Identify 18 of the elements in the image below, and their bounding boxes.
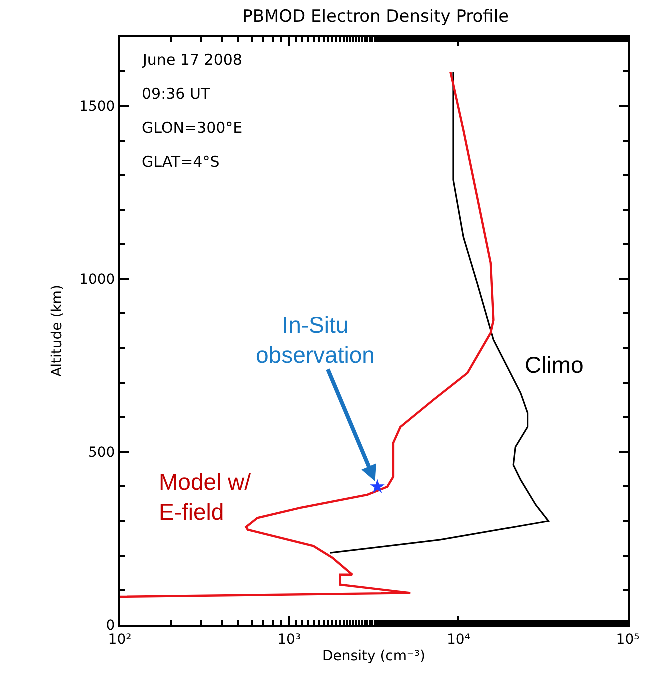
y-tick-label: 1000 bbox=[80, 272, 116, 288]
x-axis-title: Density (cm⁻³) bbox=[322, 648, 426, 665]
series-label: Climo bbox=[525, 352, 584, 378]
y-axis-title: Altitude (km) bbox=[50, 285, 66, 377]
x-tick-label: 10⁵ bbox=[616, 632, 640, 648]
annotation: June 17 2008 bbox=[142, 51, 242, 69]
y-tick-label: 0 bbox=[106, 618, 116, 634]
x-tick-label: 10³ bbox=[278, 632, 302, 648]
y-tick-label: 500 bbox=[88, 444, 116, 461]
annotation: 09:36 UT bbox=[142, 85, 211, 103]
series-label: Model w/ E-field bbox=[159, 469, 252, 525]
annotation: In-Situ observation bbox=[256, 312, 375, 368]
annotation: GLON=300°E bbox=[142, 119, 243, 137]
y-tick-label: 1500 bbox=[80, 99, 116, 116]
chart-title: PBMOD Electron Density Profile bbox=[242, 7, 510, 28]
x-tick-label: 10⁴ bbox=[446, 632, 471, 648]
x-tick-label: 10² bbox=[108, 632, 132, 648]
annotation: GLAT=4°S bbox=[142, 153, 220, 171]
